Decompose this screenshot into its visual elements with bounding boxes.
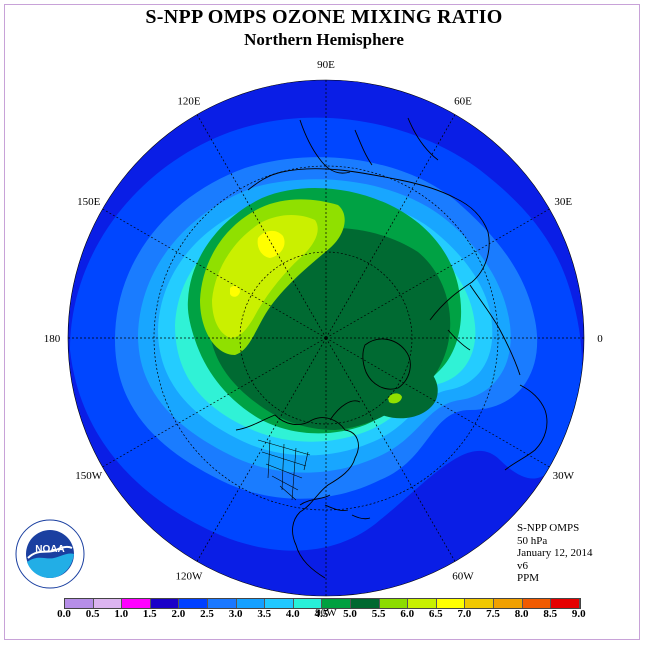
colorbar-tick-label: 4.0 xyxy=(285,608,300,620)
colorbar-tick-label: 3.5 xyxy=(257,608,272,620)
figure-subtitle: Northern Hemisphere xyxy=(244,30,404,49)
colorbar-tick-label: 3.0 xyxy=(228,608,243,620)
meridian-lines xyxy=(68,80,584,596)
colorbar-segment xyxy=(493,599,523,608)
colorbar-tick-label: 6.0 xyxy=(400,608,415,620)
colorbar-segment xyxy=(465,599,494,608)
longitude-label: 60E xyxy=(454,96,472,108)
colorbar xyxy=(64,598,581,609)
colorbar-tick-label: 9.0 xyxy=(571,608,586,620)
longitude-label: 0 xyxy=(597,333,603,345)
meridian-line xyxy=(325,337,456,562)
info-pressure-level: 50 hPa xyxy=(517,534,548,547)
longitude-label: 30E xyxy=(554,196,572,208)
longitude-label: 30W xyxy=(553,470,575,482)
colorbar-tick-label: 1.5 xyxy=(142,608,157,620)
colorbar-segment xyxy=(207,599,237,608)
meridian-line xyxy=(102,208,327,339)
logo-text: NOAA xyxy=(35,544,64,555)
info-units: PPM xyxy=(517,572,540,585)
colorbar-segment xyxy=(350,599,380,608)
longitude-label: 60W xyxy=(452,570,474,582)
us-state-grid xyxy=(257,439,311,501)
north-america-outline xyxy=(235,400,361,579)
noaa-logo: NOAA xyxy=(14,518,86,595)
longitude-label: 150W xyxy=(75,470,103,482)
meridian-line xyxy=(325,337,550,468)
disk-outline xyxy=(67,79,585,597)
colorbar-tick-label: 7.5 xyxy=(486,608,500,620)
colorbar-tick-label: 4.5 xyxy=(314,608,329,620)
band-yellow-small xyxy=(230,285,240,297)
longitude-label: 90W xyxy=(315,607,337,619)
colorbar-segment xyxy=(265,599,294,608)
meridian-line xyxy=(325,208,550,339)
info-date: January 12, 2014 xyxy=(517,547,593,560)
colorbar-segment xyxy=(408,599,437,608)
info-satellite: S-NPP OMPS xyxy=(517,522,580,534)
continent-outlines xyxy=(235,117,548,579)
meridian-line xyxy=(102,337,327,468)
colorbar-tick-label: 7.0 xyxy=(457,608,472,620)
colorbar-segment xyxy=(522,599,552,608)
colorbar-segment xyxy=(150,599,180,608)
colorbar-tick-label: 0.0 xyxy=(57,608,71,620)
longitude-label: 120E xyxy=(177,96,201,108)
colorbar-segment xyxy=(236,599,266,608)
colorbar-segment xyxy=(93,599,123,608)
colorbar-segment xyxy=(293,599,323,608)
longitude-label: 90E xyxy=(317,59,335,71)
colorbar-tick-label: 6.5 xyxy=(428,608,443,620)
colorbar-tick-label: 5.5 xyxy=(371,608,386,620)
band-dkgreen-anomaly xyxy=(367,361,438,419)
figure-border xyxy=(4,4,640,640)
info-version: v6 xyxy=(517,559,528,572)
colorbar-segment xyxy=(379,599,409,608)
band-lime-anomaly xyxy=(388,393,402,404)
asia-east-outline xyxy=(299,117,439,174)
meridian-line xyxy=(196,337,327,562)
colorbar-tick-label: 2.5 xyxy=(200,608,214,620)
colorbar-tick-label: 0.5 xyxy=(85,608,100,620)
longitude-label: 180 xyxy=(44,333,61,345)
map-info-block: S-NPP OMPS 50 hPa January 12, 2014 v6 PP… xyxy=(517,522,592,585)
colorbar-ticks: 0.0 0.5 1.0 1.5 2.0 2.5 3.0 3.5 4.0 4.5 5.0 5.5 6.0 6… xyxy=(0,607,648,623)
colorbar-segment xyxy=(65,599,94,608)
longitude-label: 120W xyxy=(176,570,204,582)
eurasia-outline xyxy=(247,168,521,376)
europe-outline xyxy=(504,384,548,471)
colorbar-tick-label: 8.5 xyxy=(543,608,558,620)
band-yellowgreen xyxy=(212,214,318,338)
colorbar-tick-label: 5.0 xyxy=(343,608,357,620)
colorbar-segment xyxy=(551,599,580,608)
caribbean-outline xyxy=(324,504,371,520)
longitude-labels: 90E 60E 30E 0 30W 60W 90W 120W 150W 180 150E 120E xyxy=(44,59,604,619)
graticule xyxy=(68,80,584,596)
colorbar-segment xyxy=(322,599,351,608)
colorbar-tick-label: 8.0 xyxy=(514,608,529,620)
greenland-outline xyxy=(362,338,411,390)
colorbar-segment xyxy=(436,599,466,608)
meridian-line xyxy=(325,114,456,339)
figure-title: S-NPP OMPS OZONE MIXING RATIO xyxy=(145,6,503,28)
longitude-label: 150E xyxy=(77,196,101,208)
colorbar-segment xyxy=(179,599,208,608)
meridian-line xyxy=(196,114,327,339)
colorbar-tick-label: 1.0 xyxy=(114,608,129,620)
band-yellow xyxy=(257,230,285,258)
colorbar-segment xyxy=(122,599,151,608)
colorbar-tick-label: 2.0 xyxy=(171,608,186,620)
